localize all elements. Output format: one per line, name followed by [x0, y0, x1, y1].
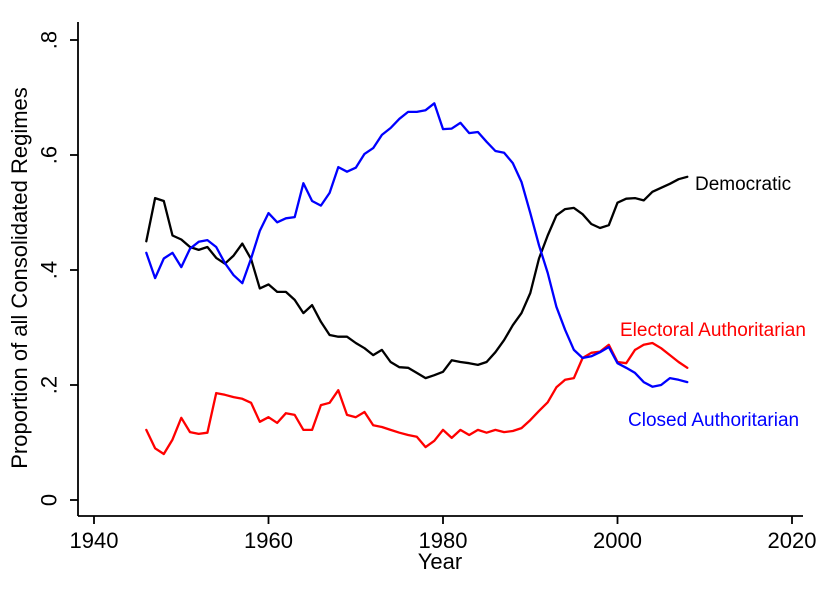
y-tick-label: .2 [37, 376, 62, 394]
x-tick-label: 1960 [244, 528, 293, 553]
y-axis-title: Proportion of all Consolidated Regimes [7, 87, 32, 469]
x-tick-label: 2000 [593, 528, 642, 553]
y-tick-label: .8 [37, 31, 62, 49]
x-tick-label: 1940 [70, 528, 119, 553]
series-label-democratic: Democratic [695, 174, 791, 195]
series-line-electoral-authoritarian [145, 341, 689, 456]
x-tick-label: 1980 [419, 528, 468, 553]
x-axis-title: Year [418, 549, 462, 574]
y-tick-label: .6 [37, 146, 62, 164]
series-line-closed-authoritarian [145, 102, 689, 388]
x-tick-label: 2020 [768, 528, 817, 553]
series-line-democratic [145, 175, 689, 380]
series-label-closed-authoritarian: Closed Authoritarian [628, 410, 799, 431]
series-label-electoral-authoritarian: Electoral Authoritarian [620, 320, 806, 341]
y-tick-label: .4 [37, 261, 62, 279]
y-tick-label: 0 [37, 494, 62, 506]
